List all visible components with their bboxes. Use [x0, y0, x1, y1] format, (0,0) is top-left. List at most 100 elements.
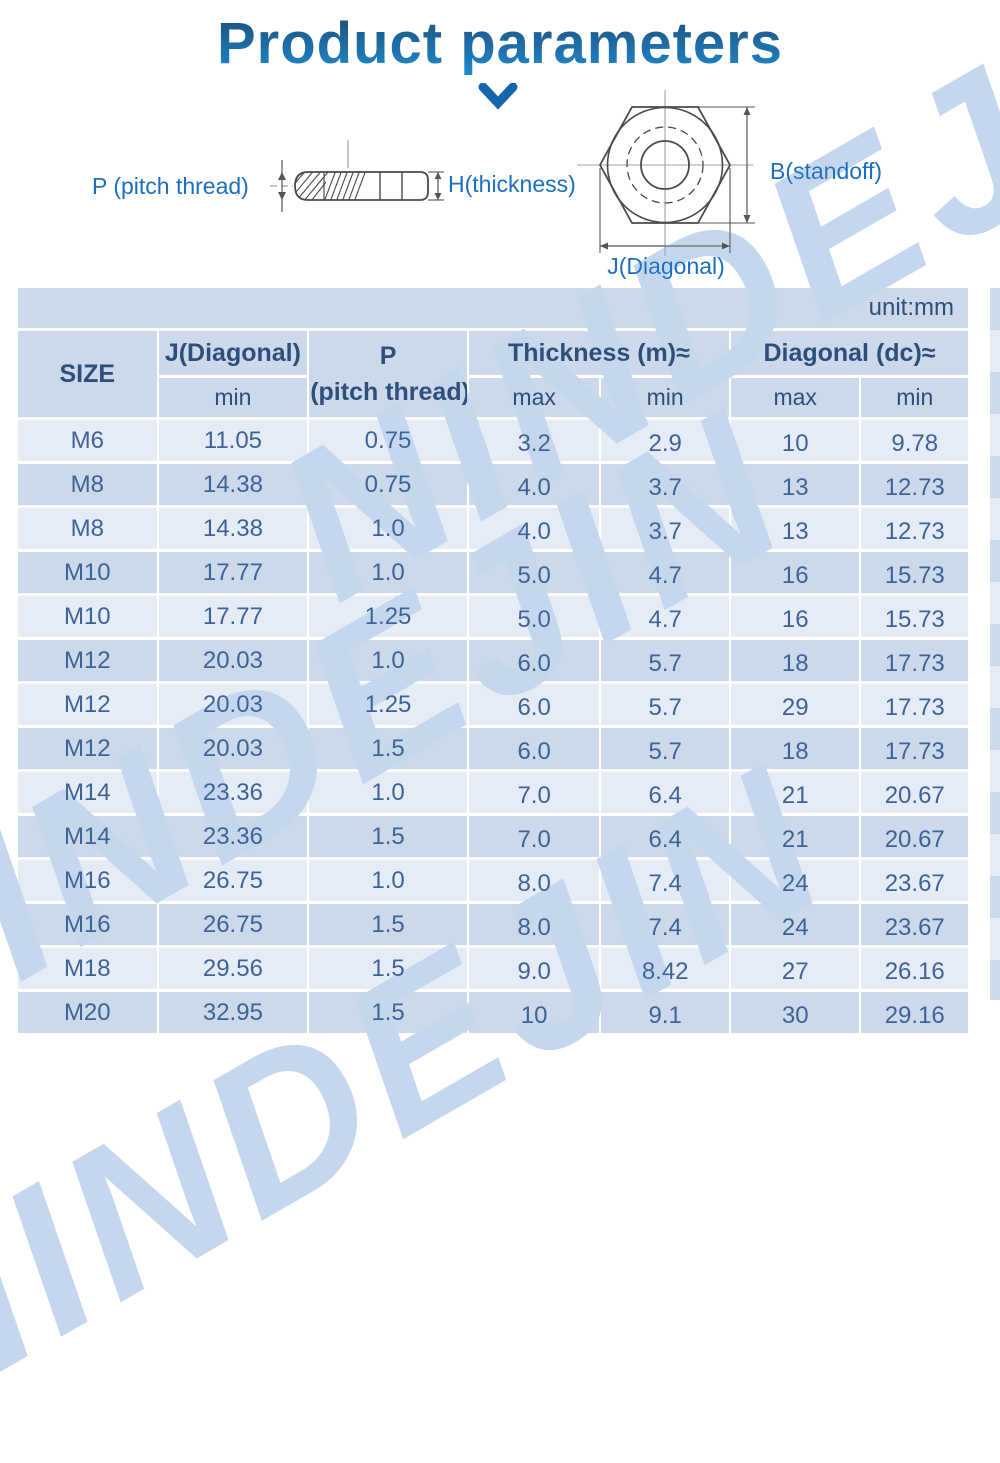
table-body: M6 11.05 0.75 3.2 2.9 10 9.78 M8 14.38 0.75 4.0 3.7…: [18, 420, 968, 1033]
header-thickness-min: min: [601, 378, 729, 417]
cell-size: M10: [18, 552, 157, 593]
cell-j-min: 23.36: [158, 816, 308, 857]
cell-thickness-min: 5.7: [601, 728, 729, 769]
cell-diagonal-min: 15.73: [861, 596, 968, 637]
thickness-label: H(thickness): [448, 171, 576, 197]
cell-thickness-min: 4.7: [601, 552, 729, 593]
cell-diagonal-min: 29.16: [861, 992, 968, 1033]
cell-diagonal-max: 18: [730, 640, 860, 681]
cell-diagonal-min: 20.67: [861, 816, 968, 857]
cell-thickness-max: 6.0: [468, 728, 600, 769]
cell-thickness-min: 4.7: [601, 596, 729, 637]
header-size: SIZE: [18, 331, 157, 417]
header-diagonal-max: max: [730, 378, 860, 417]
cell-diagonal-min: 17.73: [861, 684, 968, 725]
cell-thickness-max: 3.2: [468, 420, 600, 461]
cell-size: M18: [18, 948, 157, 989]
cell-pitch: 1.25: [309, 684, 467, 725]
cell-size: M10: [18, 596, 157, 637]
standoff-label: B(standoff): [770, 158, 883, 184]
cell-size: M20: [18, 992, 157, 1033]
cell-thickness-min: 9.1: [601, 992, 729, 1033]
cell-diagonal-max: 24: [730, 904, 860, 945]
cell-pitch: 1.5: [309, 992, 467, 1033]
cell-diagonal-max: 18: [730, 728, 860, 769]
cell-size: M16: [18, 860, 157, 901]
cell-pitch: 0.75: [309, 464, 467, 505]
cell-size: M14: [18, 772, 157, 813]
pitch-thread-label: P (pitch thread): [92, 173, 249, 199]
cell-j-min: 26.75: [158, 904, 308, 945]
header-thickness-max: max: [468, 378, 600, 417]
cell-thickness-max: 8.0: [468, 860, 600, 901]
cell-diagonal-max: 10: [730, 420, 860, 461]
cell-j-min: 32.95: [158, 992, 308, 1033]
cell-thickness-max: 4.0: [468, 464, 600, 505]
cell-thickness-max: 8.0: [468, 904, 600, 945]
cell-diagonal-max: 27: [730, 948, 860, 989]
cell-j-min: 23.36: [158, 772, 308, 813]
cell-pitch: 1.0: [309, 860, 467, 901]
cell-thickness-min: 5.7: [601, 640, 729, 681]
cell-thickness-min: 7.4: [601, 860, 729, 901]
cell-thickness-max: 6.0: [468, 640, 600, 681]
cell-size: M12: [18, 728, 157, 769]
table-row: M16 26.75 1.5 8.0 7.4 24 23.67: [18, 904, 968, 945]
cell-j-min: 17.77: [158, 552, 308, 593]
header-thickness: Thickness (m)≈: [468, 331, 729, 375]
right-edge-sliver: [990, 288, 1000, 1000]
cell-size: M8: [18, 464, 157, 505]
header-pitch-thread: P (pitch thread): [309, 331, 467, 417]
cell-thickness-max: 5.0: [468, 552, 600, 593]
cell-diagonal-max: 29: [730, 684, 860, 725]
table-row: M8 14.38 1.0 4.0 3.7 13 12.73: [18, 508, 968, 549]
cell-diagonal-min: 20.67: [861, 772, 968, 813]
cell-pitch: 1.5: [309, 948, 467, 989]
cell-thickness-min: 7.4: [601, 904, 729, 945]
cell-diagonal-min: 9.78: [861, 420, 968, 461]
header-pitch-line2: (pitch thread): [310, 378, 467, 406]
cell-thickness-max: 6.0: [468, 684, 600, 725]
cell-thickness-max: 7.0: [468, 816, 600, 857]
cell-thickness-max: 10: [468, 992, 600, 1033]
table-row: M12 20.03 1.0 6.0 5.7 18 17.73: [18, 640, 968, 681]
cell-diagonal-min: 17.73: [861, 728, 968, 769]
cell-size: M12: [18, 640, 157, 681]
table-row: M14 23.36 1.5 7.0 6.4 21 20.67: [18, 816, 968, 857]
cell-size: M8: [18, 508, 157, 549]
cell-pitch: 1.0: [309, 640, 467, 681]
cell-diagonal-max: 13: [730, 508, 860, 549]
parameters-table: SIZE J(Diagonal) P (pitch thread) Thickn…: [16, 328, 970, 1036]
cell-j-min: 17.77: [158, 596, 308, 637]
cell-diagonal-min: 23.67: [861, 904, 968, 945]
cell-pitch: 1.5: [309, 816, 467, 857]
table-row: M20 32.95 1.5 10 9.1 30 29.16: [18, 992, 968, 1033]
unit-label: unit:mm: [868, 294, 954, 321]
table-row: M10 17.77 1.0 5.0 4.7 16 15.73: [18, 552, 968, 593]
header-j-diagonal: J(Diagonal): [158, 331, 308, 375]
cell-diagonal-max: 30: [730, 992, 860, 1033]
cell-j-min: 14.38: [158, 464, 308, 505]
nut-side-view-drawing: [270, 140, 444, 212]
cell-thickness-max: 5.0: [468, 596, 600, 637]
cell-size: M6: [18, 420, 157, 461]
cell-pitch: 1.5: [309, 904, 467, 945]
table-row: M10 17.77 1.25 5.0 4.7 16 15.73: [18, 596, 968, 637]
cell-j-min: 14.38: [158, 508, 308, 549]
cell-diagonal-max: 21: [730, 772, 860, 813]
table-row: M8 14.38 0.75 4.0 3.7 13 12.73: [18, 464, 968, 505]
unit-band: unit:mm: [18, 288, 968, 328]
cell-j-min: 11.05: [158, 420, 308, 461]
cell-thickness-min: 2.9: [601, 420, 729, 461]
cell-j-min: 20.03: [158, 728, 308, 769]
cell-thickness-min: 5.7: [601, 684, 729, 725]
table-row: M18 29.56 1.5 9.0 8.42 27 26.16: [18, 948, 968, 989]
cell-pitch: 1.0: [309, 772, 467, 813]
cell-diagonal-max: 24: [730, 860, 860, 901]
cell-pitch: 1.25: [309, 596, 467, 637]
nut-front-view-drawing: [577, 90, 755, 256]
table-row: M12 20.03 1.5 6.0 5.7 18 17.73: [18, 728, 968, 769]
table-row: M12 20.03 1.25 6.0 5.7 29 17.73: [18, 684, 968, 725]
cell-diagonal-min: 17.73: [861, 640, 968, 681]
cell-diagonal-min: 26.16: [861, 948, 968, 989]
